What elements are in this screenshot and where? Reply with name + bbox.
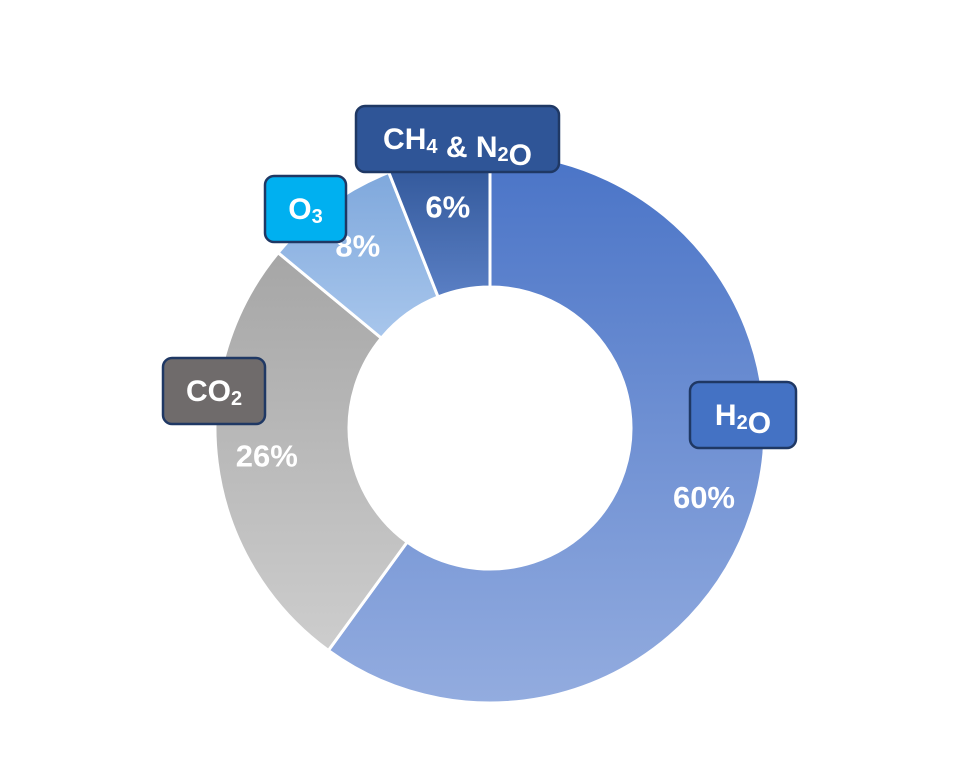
category-label-co2: CO2 [186,375,242,411]
callout-box-h2o [688,380,798,450]
value-label-co2: 26% [236,439,298,474]
category-callouts: H2O CO2 O3 CH4 & N2O [161,104,798,450]
callout-box-o3 [263,174,348,244]
category-label-h2o: H2O [715,399,771,440]
callout-box-ch4-n2o [354,104,561,174]
value-labels: 60%26%8%6% [236,189,735,515]
value-label-ch4-n2o: 6% [425,189,470,224]
category-label-o3: O3 [288,193,322,229]
callout-box-co2 [161,356,267,426]
value-label-h2o: 60% [673,480,735,515]
category-label-ch4-n2o: CH4 & N2O [383,123,532,172]
slice-co2 [213,250,410,653]
slice-h2o [326,151,767,705]
